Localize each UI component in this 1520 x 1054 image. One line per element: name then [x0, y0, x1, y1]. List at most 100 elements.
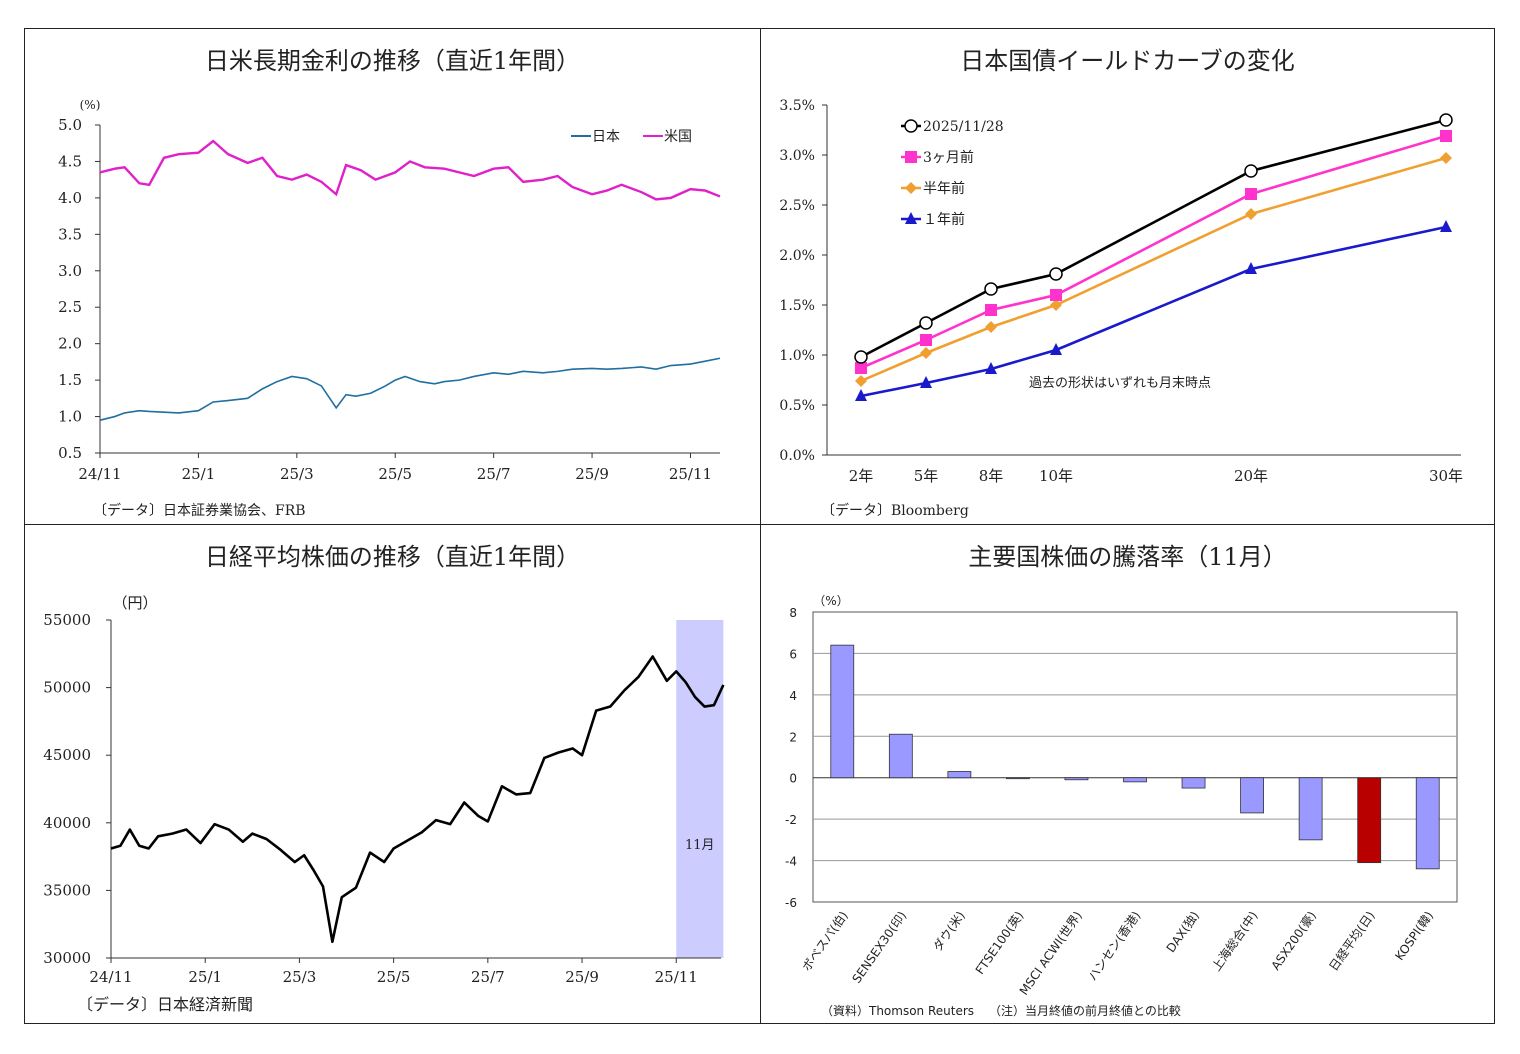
bar — [1298, 777, 1323, 841]
legend-marker — [905, 182, 917, 194]
bar — [1181, 777, 1206, 789]
x-tick-label: 24/11 — [89, 968, 132, 986]
legend-label: 米国 — [664, 129, 692, 145]
data-point — [1245, 262, 1257, 274]
data-point — [1244, 164, 1258, 178]
november-highlight — [676, 620, 724, 958]
world-stocks-chart: 8 6 4 2 0 -2 -4 -6 （%） ボベスパ(伯)SENSEX30(印) ダウ(米) FTS… — [785, 594, 1458, 998]
panel-rates: 日米長期金利の推移（直近1年間） 0.5 1.0 1.5 2.0 2.5 3.0 3.5 4.… — [24, 28, 761, 525]
data-point — [1050, 343, 1062, 355]
data-point — [854, 350, 868, 364]
data-point — [920, 376, 932, 388]
y-tick-label: 40000 — [43, 814, 91, 832]
x-tick-label: 25/9 — [575, 465, 609, 483]
legend-label: 半年前 — [923, 180, 965, 197]
data-point — [985, 304, 997, 316]
y-tick-label: 0 — [789, 772, 797, 786]
y-tick-label: 6 — [789, 647, 797, 661]
y-tick-label: 50000 — [43, 679, 91, 697]
x-tick-label: 10年 — [1039, 467, 1073, 485]
yield-curve-chart: 0.0% 0.5% 1.0% 1.5% 2.0% 2.5% 3.0% 3.5% 2年 5年 8年 10… — [779, 98, 1463, 485]
panel-world-stocks: 主要国株価の騰落率（11月） 8 6 4 2 0 -2 -4 -6 （%） ボベスパ(伯) SENS… — [760, 524, 1495, 1024]
x-tick-label: 8年 — [979, 467, 1004, 485]
series-line — [860, 156, 1447, 383]
x-tick-label: KOSPI(韓) — [1392, 909, 1436, 963]
y-unit-label: （円） — [112, 594, 157, 612]
bar — [947, 771, 972, 779]
y-tick-label: 4.0 — [58, 189, 82, 207]
x-tick-label: 20年 — [1234, 467, 1268, 485]
series-line — [860, 118, 1447, 359]
data-point — [1245, 208, 1257, 220]
rates-chart: 0.5 1.0 1.5 2.0 2.5 3.0 3.5 4.0 4.5 5.0 (%) 24/11 25… — [58, 98, 721, 483]
y-tick-label: 2 — [789, 730, 797, 744]
data-point — [855, 375, 867, 387]
rates-source: 〔データ〕日本証券業協会、FRB — [93, 503, 306, 519]
x-tick-label: 25/1 — [182, 465, 216, 483]
data-point — [920, 347, 932, 359]
x-tick-label: ダウ(米) — [930, 908, 968, 954]
data-point — [985, 362, 997, 374]
data-point — [984, 282, 998, 296]
data-point — [855, 389, 867, 401]
y-tick-label: 1.5% — [779, 298, 815, 314]
data-point — [1050, 299, 1062, 311]
x-tick-label: ASX200(豪) — [1268, 908, 1319, 973]
series-line — [860, 225, 1447, 398]
rates-title: 日米長期金利の推移（直近1年間） — [204, 47, 581, 75]
y-tick-label: 8 — [789, 606, 797, 620]
y-tick-label: 2.0% — [779, 248, 815, 264]
y-tick-label: 3.5% — [779, 98, 815, 114]
y-tick-label: 4 — [789, 689, 797, 703]
x-tick-label: ボベスパ(伯) — [799, 908, 851, 974]
legend-marker — [905, 212, 917, 224]
x-tick-label: 25/7 — [471, 968, 505, 986]
x-tick-label: MSCI ACWI(世界) — [1017, 909, 1085, 998]
note-label: 過去の形状はいずれも月末時点 — [1029, 376, 1211, 391]
bar — [1006, 777, 1030, 780]
y-tick-label: 2.0 — [58, 335, 82, 353]
plot-area — [812, 611, 1458, 903]
legend-label: 3ヶ月前 — [923, 149, 974, 166]
x-tick-label: 25/3 — [283, 968, 317, 986]
y-tick-label: 1.0% — [779, 348, 815, 364]
y-tick-label: 1.5 — [58, 371, 82, 389]
y-tick-label: 2.5 — [58, 298, 82, 316]
panel-nikkei: 日経平均株価の推移（直近1年間） 11月 30000 35000 40000 45000… — [24, 524, 761, 1024]
legend-label: 日本 — [592, 129, 620, 145]
nikkei-source: 〔データ〕日本経済新聞 — [77, 995, 254, 1014]
nikkei-title: 日経平均株価の推移（直近1年間） — [204, 543, 581, 571]
data-point — [985, 321, 997, 333]
panel-yield-curve: 日本国債イールドカーブの変化 0.0% 0.5% 1.0% 1.5% 2.0% 2.5% 3… — [760, 28, 1495, 525]
x-tick-label: 2年 — [849, 467, 874, 485]
world-stocks-title: 主要国株価の騰落率（11月） — [968, 543, 1287, 571]
yield-curve-source: 〔データ〕Bloomberg — [821, 503, 969, 519]
bar — [1240, 777, 1264, 814]
data-point — [920, 334, 932, 346]
y-tick-label: -6 — [785, 896, 797, 910]
x-tick-label: 25/5 — [377, 968, 411, 986]
x-tick-label: 5年 — [914, 467, 939, 485]
y-tick-label: -4 — [785, 855, 797, 869]
y-tick-label: 0.5% — [779, 398, 815, 414]
x-tick-label: FTSE100(英) — [973, 909, 1027, 977]
y-tick-label: 3.5 — [58, 225, 82, 243]
y-tick-label: 3.0 — [58, 262, 82, 280]
bar — [1123, 777, 1147, 783]
series-line-us — [99, 139, 721, 201]
y-tick-label: 3.0% — [779, 148, 815, 164]
x-tick-label: ハンセン(香港) — [1085, 909, 1143, 984]
data-point — [1439, 113, 1453, 127]
data-point — [1245, 188, 1257, 200]
bar — [1357, 777, 1382, 864]
x-tick-label: 25/9 — [565, 968, 599, 986]
x-tick-label: 上海総合(中) — [1208, 908, 1260, 973]
bar — [830, 644, 855, 779]
nikkei-line — [110, 655, 725, 944]
data-point — [1049, 267, 1063, 281]
data-point — [1440, 130, 1452, 142]
y-tick-label: 4.5 — [58, 152, 82, 170]
y-tick-label: 1.0 — [58, 408, 82, 426]
legend-marker — [905, 151, 917, 163]
x-tick-label: SENSEX30(印) — [849, 909, 909, 986]
